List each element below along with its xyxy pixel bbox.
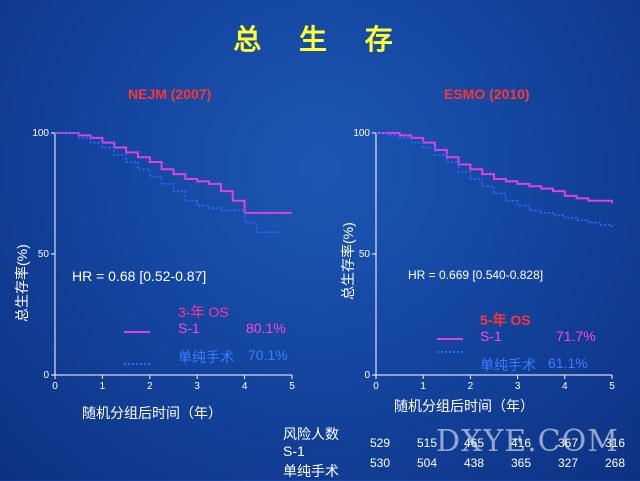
left-y-tick-label: 100	[32, 128, 49, 139]
right-hazard-ratio: HR = 0.669 [0.540-0.828]	[408, 268, 544, 282]
right-legend-header: 5-年 OS	[480, 312, 531, 328]
left-x-axis-label: 随机分组后时间（年）	[82, 405, 222, 421]
risk-count-s1: 529	[370, 436, 391, 450]
left-legend-s1-value: 80.1%	[246, 320, 286, 336]
risk-count-s1: 316	[605, 436, 626, 450]
left-legend-s1-label: S-1	[178, 320, 200, 336]
right-x-tick-label: 5	[609, 381, 615, 392]
right-y-tick-label: 50	[359, 249, 371, 260]
risk-count-s1: 465	[464, 436, 485, 450]
right-y-tick-label: 0	[364, 370, 370, 381]
right-series-s1-line	[376, 132, 613, 204]
left-legend-header: 3-年 OS	[178, 304, 229, 320]
risk-table-header: 风险人数	[283, 426, 339, 442]
left-series-s1-line	[55, 132, 292, 214]
left-y-axis-label: 总生存率(%)	[14, 244, 30, 322]
left-x-tick-label: 4	[242, 381, 248, 392]
left-hazard-ratio: HR = 0.68 [0.52-0.87]	[72, 268, 207, 284]
right-series-surgery-line	[376, 132, 613, 228]
risk-count-surgery: 530	[370, 456, 391, 470]
risk-row-label-surgery: 单纯手术	[283, 463, 339, 479]
risk-row-label-s1: S-1	[283, 443, 305, 459]
right-x-axis-label: 随机分组后时间（年）	[394, 398, 534, 414]
risk-count-s1: 367	[558, 436, 579, 450]
left-y-tick-label: 50	[38, 249, 50, 260]
risk-count-surgery: 327	[558, 456, 579, 470]
left-chart-title: NEJM (2007)	[128, 86, 212, 102]
right-x-tick-label: 4	[562, 381, 568, 392]
right-legend-surgery-value: 61.1%	[548, 355, 588, 371]
right-x-tick-label: 0	[373, 381, 379, 392]
left-x-tick-label: 2	[147, 381, 153, 392]
right-legend-surgery-label: 单纯手术	[480, 357, 536, 373]
right-x-tick-label: 2	[468, 381, 474, 392]
risk-count-surgery: 365	[511, 456, 532, 470]
left-x-tick-label: 0	[52, 381, 58, 392]
right-chart-title: ESMO (2010)	[444, 86, 530, 102]
left-legend-surgery-label: 单纯手术	[178, 349, 234, 365]
left-y-tick-label: 0	[43, 370, 49, 381]
risk-count-s1: 416	[511, 436, 532, 450]
risk-count-s1: 515	[417, 436, 438, 450]
right-y-tick-label: 100	[353, 128, 370, 139]
left-legend-surgery-value: 70.1%	[248, 347, 288, 363]
left-x-tick-label: 3	[194, 381, 200, 392]
left-x-tick-label: 5	[289, 381, 295, 392]
slide-title: 总 生 存	[233, 23, 407, 56]
right-legend-s1-label: S-1	[480, 328, 502, 344]
watermark: DXYE.COM	[436, 424, 619, 459]
risk-count-surgery: 438	[464, 456, 485, 470]
left-x-tick-label: 1	[100, 381, 106, 392]
risk-count-surgery: 504	[417, 456, 438, 470]
right-y-axis-label: 总生存率(%)	[340, 222, 356, 300]
right-x-tick-label: 3	[515, 381, 521, 392]
right-x-tick-label: 1	[420, 381, 426, 392]
risk-count-surgery: 268	[605, 456, 626, 470]
right-legend-s1-value: 71.7%	[556, 328, 596, 344]
left-series-surgery-line	[55, 132, 281, 234]
